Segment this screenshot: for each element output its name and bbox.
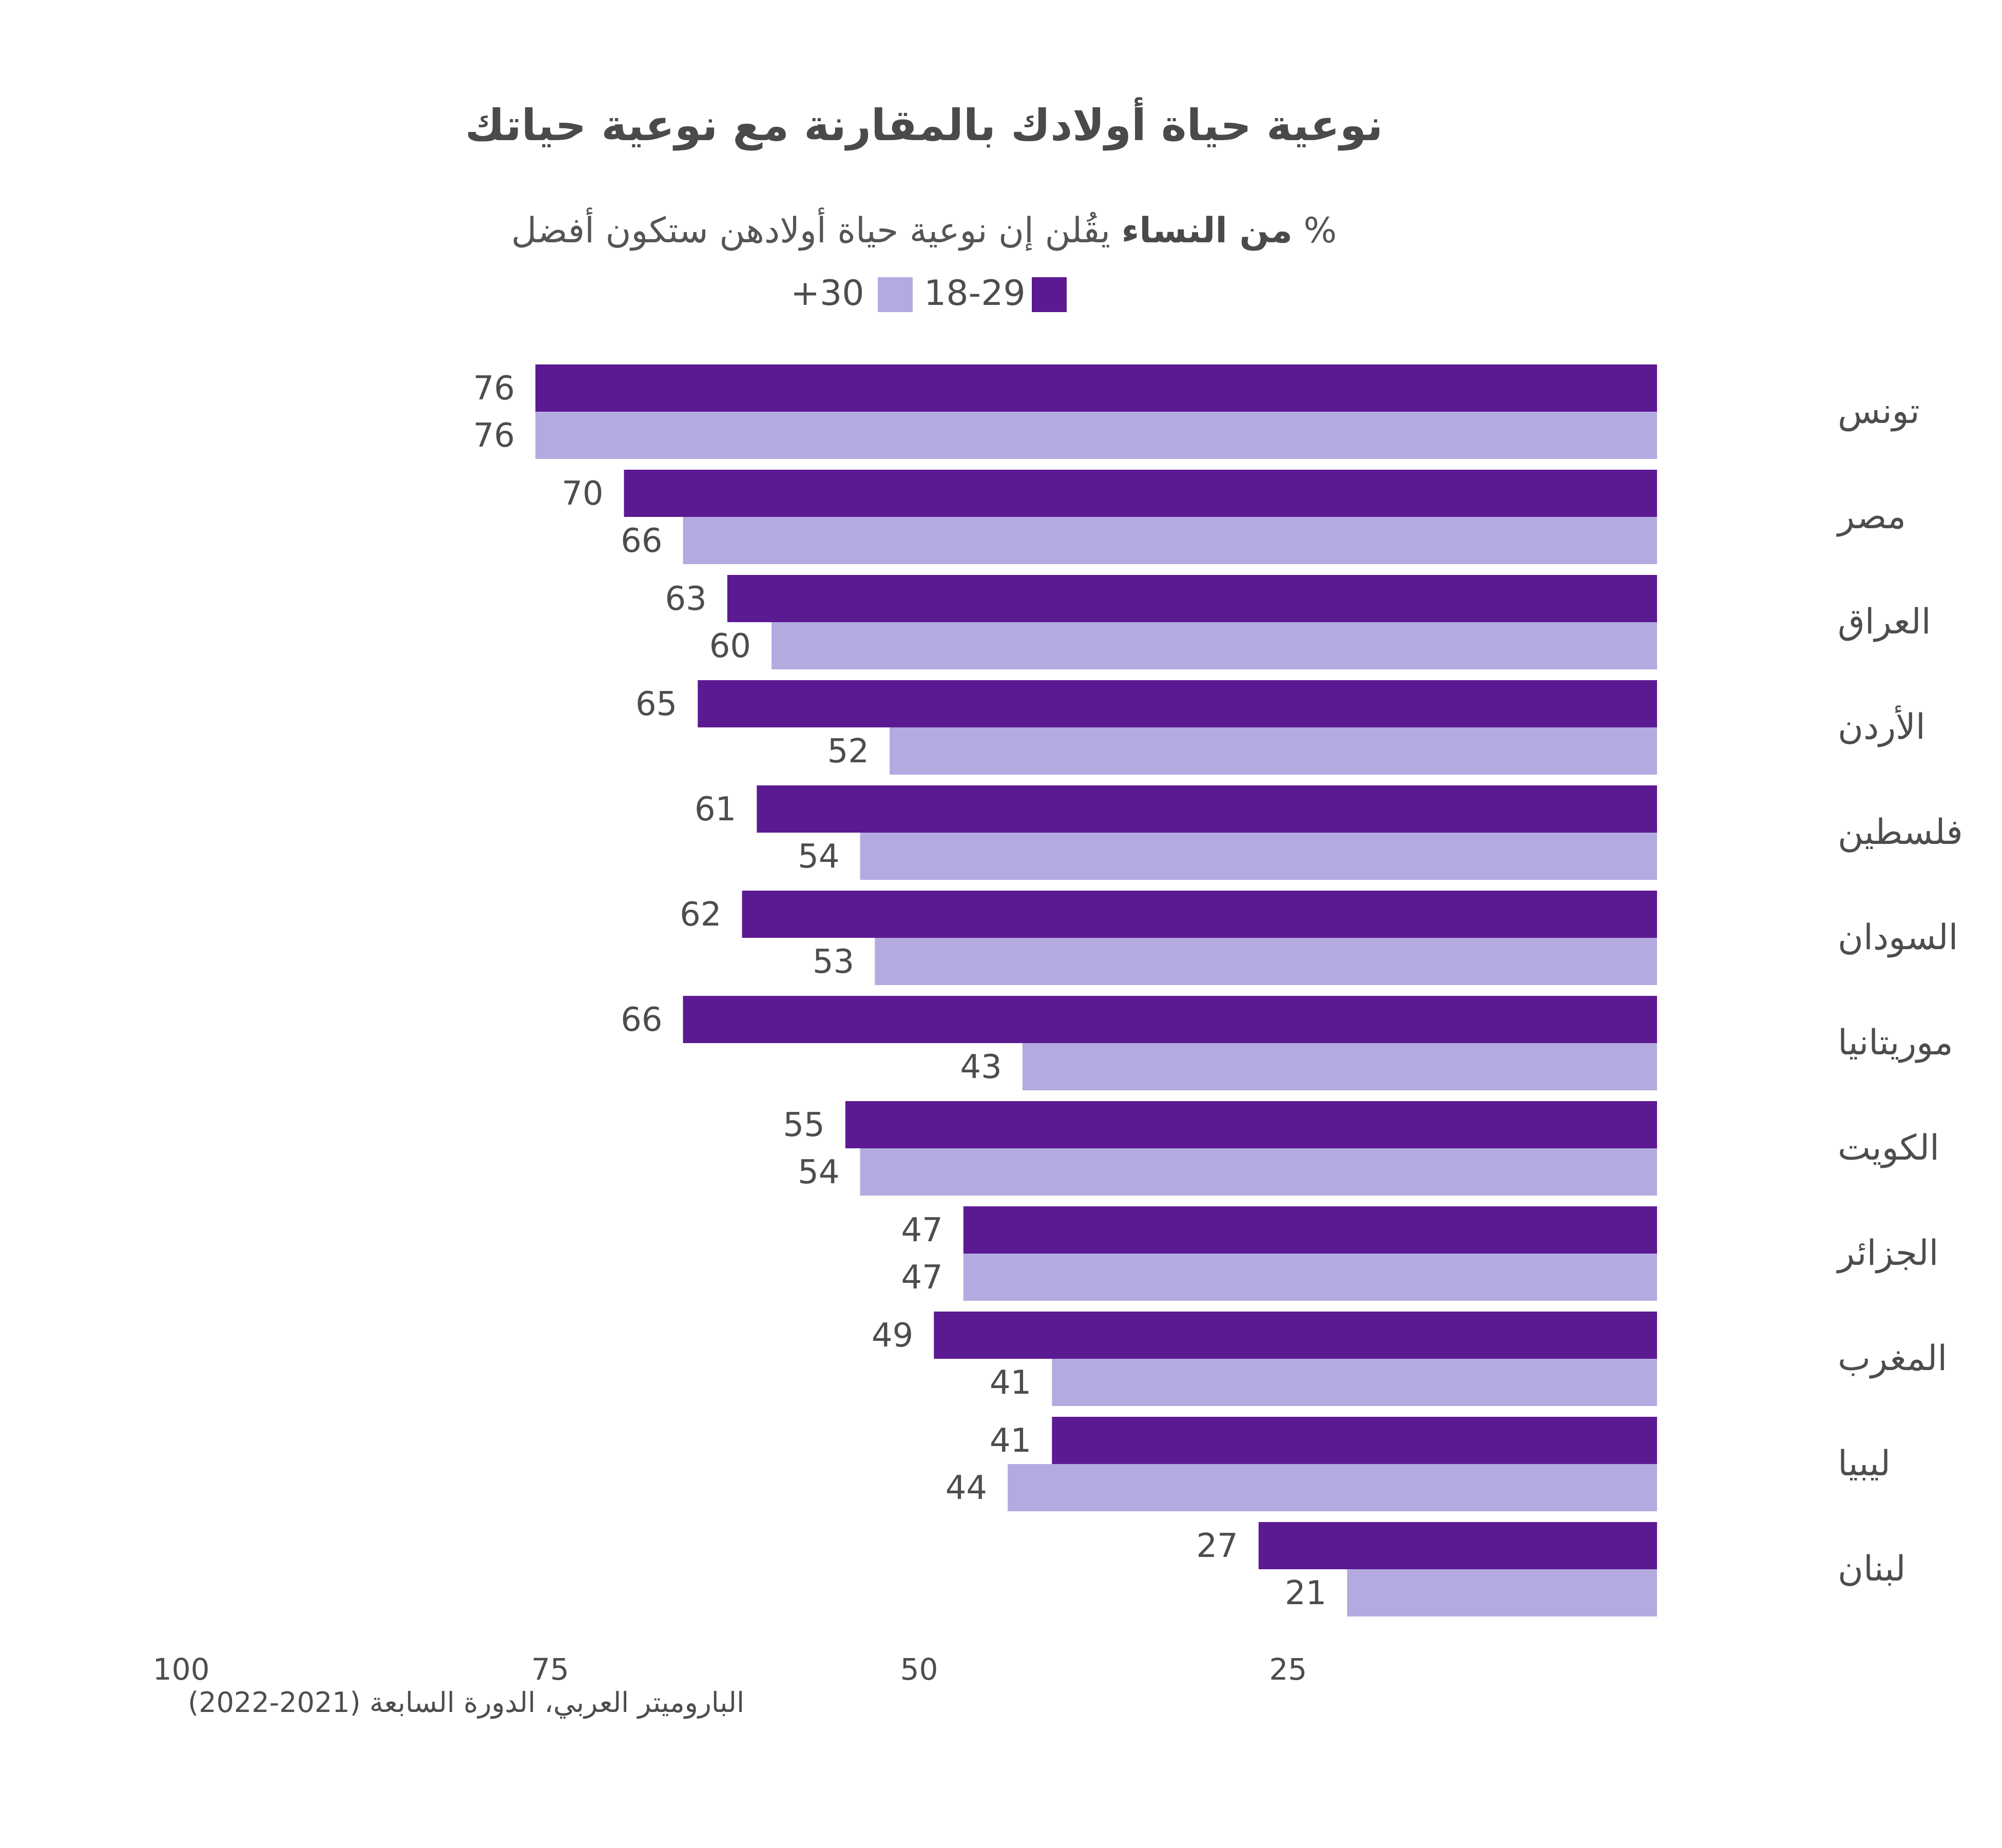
x-tick-label: 25	[1269, 1652, 1307, 1687]
legend-swatch-30plus	[878, 277, 913, 312]
category-label: فلسطين	[1838, 812, 1963, 853]
category-label: العراق	[1838, 602, 1931, 642]
value-label-30plus: 21	[1285, 1574, 1326, 1612]
value-label-30plus: 44	[946, 1469, 987, 1507]
value-label-30plus: 47	[901, 1259, 942, 1297]
bar-30plus	[890, 727, 1657, 775]
bar-18-29	[742, 891, 1657, 938]
value-label-18-29: 41	[990, 1422, 1031, 1460]
category-label: تونس	[1838, 391, 1920, 432]
category-label: مصر	[1836, 496, 1906, 537]
value-label-18-29: 27	[1196, 1527, 1238, 1565]
bar-18-29	[683, 996, 1657, 1043]
value-label-30plus: 54	[798, 1153, 839, 1191]
legend-label-18-29: 18-29	[924, 273, 1026, 314]
bar-18-29	[535, 364, 1657, 412]
value-label-18-29: 49	[872, 1317, 913, 1355]
value-label-18-29: 47	[901, 1211, 942, 1249]
value-label-30plus: 53	[813, 943, 854, 981]
bar-18-29	[1258, 1522, 1657, 1569]
chart-title: نوعية حياة أولادك بالمقارنة مع نوعية حيا…	[465, 100, 1383, 150]
category-label: الكويت	[1838, 1128, 1939, 1168]
bar-30plus	[1008, 1464, 1657, 1511]
legend-swatch-18-29	[1032, 277, 1067, 312]
bar-18-29	[934, 1312, 1657, 1359]
subtitle-unit: %	[1303, 210, 1337, 251]
x-tick-label: 75	[531, 1652, 569, 1687]
subtitle-bold: من النساء	[1121, 210, 1293, 251]
value-label-30plus: 76	[473, 417, 515, 455]
bar-30plus	[875, 938, 1657, 985]
bar-30plus	[1052, 1359, 1657, 1406]
subtitle-rest: يقُلن إن نوعية حياة أولادهن ستكون أفضل	[511, 210, 1111, 251]
bar-18-29	[963, 1206, 1657, 1254]
category-label: ليبيا	[1838, 1443, 1891, 1484]
bar-30plus	[963, 1254, 1657, 1301]
x-tick-label: 100	[153, 1652, 210, 1687]
category-label: المغرب	[1838, 1338, 1947, 1379]
bar-18-29	[845, 1101, 1657, 1148]
value-label-30plus: 66	[621, 522, 662, 560]
value-label-30plus: 52	[827, 733, 869, 771]
source-note: الباروميتر العربي، الدورة السابعة (2021-…	[188, 1686, 744, 1719]
bar-30plus	[772, 622, 1657, 669]
x-tick-label: 50	[900, 1652, 938, 1687]
value-label-18-29: 55	[783, 1106, 824, 1144]
value-label-30plus: 43	[960, 1048, 1002, 1086]
bar-30plus	[860, 833, 1657, 880]
bar-30plus	[535, 412, 1657, 459]
bar-30plus	[1347, 1569, 1657, 1616]
legend-label-30plus: +30	[791, 273, 864, 314]
value-label-30plus: 54	[798, 838, 839, 876]
bar-18-29	[727, 575, 1657, 622]
value-label-18-29: 62	[680, 896, 721, 934]
value-label-18-29: 63	[665, 580, 706, 618]
bar-18-29	[698, 680, 1657, 727]
value-label-18-29: 61	[695, 791, 736, 829]
chart-subtitle: % من النساء يقُلن إن نوعية حياة أولادهن …	[0, 210, 1848, 251]
bar-18-29	[1052, 1417, 1657, 1464]
category-label: السودان	[1838, 917, 1958, 958]
value-label-30plus: 60	[709, 627, 751, 665]
category-label: موريتانيا	[1838, 1023, 1953, 1063]
bar-30plus	[683, 517, 1657, 564]
category-label: لبنان	[1838, 1549, 1905, 1589]
value-label-18-29: 70	[562, 475, 603, 513]
value-label-18-29: 66	[621, 1001, 662, 1039]
value-label-18-29: 65	[636, 685, 677, 723]
bar-18-29	[757, 785, 1657, 833]
value-label-18-29: 76	[473, 370, 515, 408]
chart-legend: +30 18-29	[770, 267, 1078, 323]
category-label: الأردن	[1838, 705, 1926, 747]
category-label: الجزائر	[1836, 1233, 1938, 1274]
bar-30plus	[1022, 1043, 1657, 1090]
value-label-30plus: 41	[990, 1364, 1031, 1402]
bar-18-29	[624, 470, 1657, 517]
bar-30plus	[860, 1148, 1657, 1196]
